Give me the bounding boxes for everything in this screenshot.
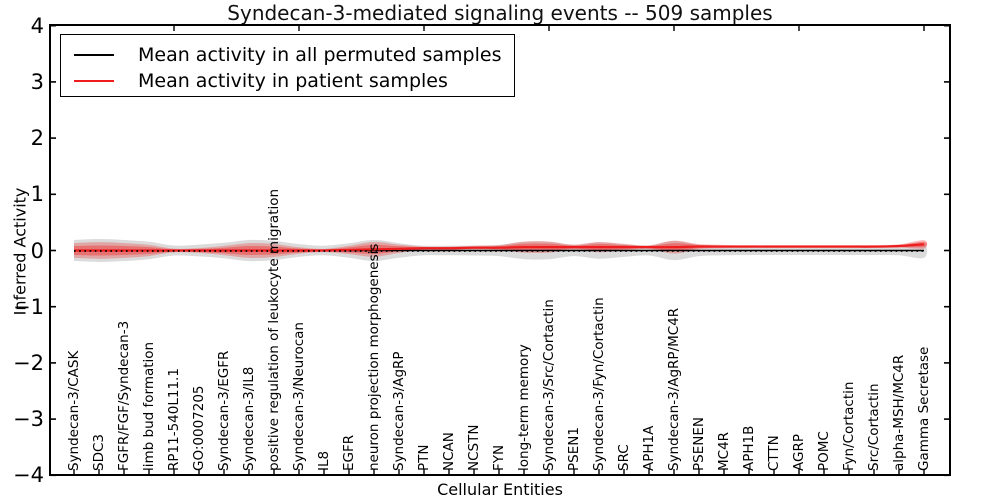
x-tick-label: Syndecan-3/Fyn/Cortactin [591, 297, 607, 471]
x-tick-label: SRC [616, 444, 632, 471]
y-tick-label: −1 [13, 294, 44, 319]
y-tick-label: 1 [30, 182, 44, 207]
y-tick-label: 0 [30, 238, 44, 263]
x-tick-label: Fyn/Cortactin [841, 381, 857, 471]
black-line-swatch [74, 53, 114, 56]
chart-title: Syndecan-3-mediated signaling events -- … [227, 1, 773, 25]
x-tick-label: GO:0007205 [191, 385, 207, 471]
x-tick-label: Syndecan-3/AgRP/MC4R [666, 307, 682, 471]
y-tick-label: −2 [13, 350, 44, 375]
x-tick-label: APH1A [641, 425, 657, 471]
legend: Mean activity in all permuted samples Me… [60, 34, 515, 97]
legend-label: Mean activity in all permuted samples [138, 43, 502, 66]
legend-label: Mean activity in patient samples [138, 69, 448, 92]
x-tick-label: NCAN [441, 432, 457, 471]
x-tick-label: NCSTN [466, 424, 482, 471]
x-tick-label: CTTN [766, 435, 782, 471]
x-tick-label: long-term memory [516, 344, 532, 471]
y-tick-label: −3 [13, 407, 44, 432]
x-tick-label: Syndecan-3/EGFR [216, 350, 232, 471]
patient-band-outer [74, 240, 928, 259]
red-line-swatch [74, 79, 114, 82]
y-tick-label: −4 [13, 463, 44, 488]
x-tick-label: FYN [491, 444, 507, 471]
x-tick-label: AGRP [791, 434, 807, 471]
x-tick-label: POMC [816, 431, 832, 471]
x-tick-label: IL8 [316, 450, 332, 471]
x-tick-label: Syndecan-3/Neurocan [291, 322, 307, 471]
legend-item-patient: Mean activity in patient samples [61, 67, 514, 94]
x-tick-label: Syndecan-3/AgRP [391, 351, 407, 471]
x-tick-label: neuron projection morphogenesis [366, 243, 382, 471]
x-tick-label: Syndecan-3/CASK [66, 350, 82, 471]
x-tick-label: PTN [416, 444, 432, 472]
x-tick-label: positive regulation of leukocyte migrati… [266, 188, 282, 471]
x-tick-label: Syndecan-3/IL8 [241, 366, 257, 471]
x-tick-label: Gamma Secretase [916, 346, 932, 471]
x-axis-label: Cellular Entities [437, 480, 563, 499]
y-tick-label: 4 [30, 13, 44, 38]
x-tick-label: Syndecan-3/Src/Cortactin [541, 299, 557, 471]
x-tick-label: Src/Cortactin [866, 383, 882, 471]
y-tick-label: 3 [30, 69, 44, 94]
x-tick-label: EGFR [341, 434, 357, 471]
x-tick-label: PSENEN [691, 417, 707, 471]
x-tick-label: FGFR/FGF/Syndecan-3 [116, 320, 132, 471]
x-tick-label: APH1B [741, 425, 757, 471]
x-tick-label: MC4R [716, 431, 732, 471]
legend-item-permuted: Mean activity in all permuted samples [61, 41, 514, 68]
y-tick-label: 2 [30, 126, 44, 151]
x-tick-label: alpha-MSH/MC4R [891, 354, 907, 471]
x-tick-label: PSEN1 [566, 427, 582, 471]
patient-mean-line [73, 243, 925, 252]
x-tick-label: SDC3 [91, 434, 107, 471]
x-tick-label: limb bud formation [141, 341, 157, 471]
x-tick-label: RP11-540L11.1 [166, 368, 182, 471]
